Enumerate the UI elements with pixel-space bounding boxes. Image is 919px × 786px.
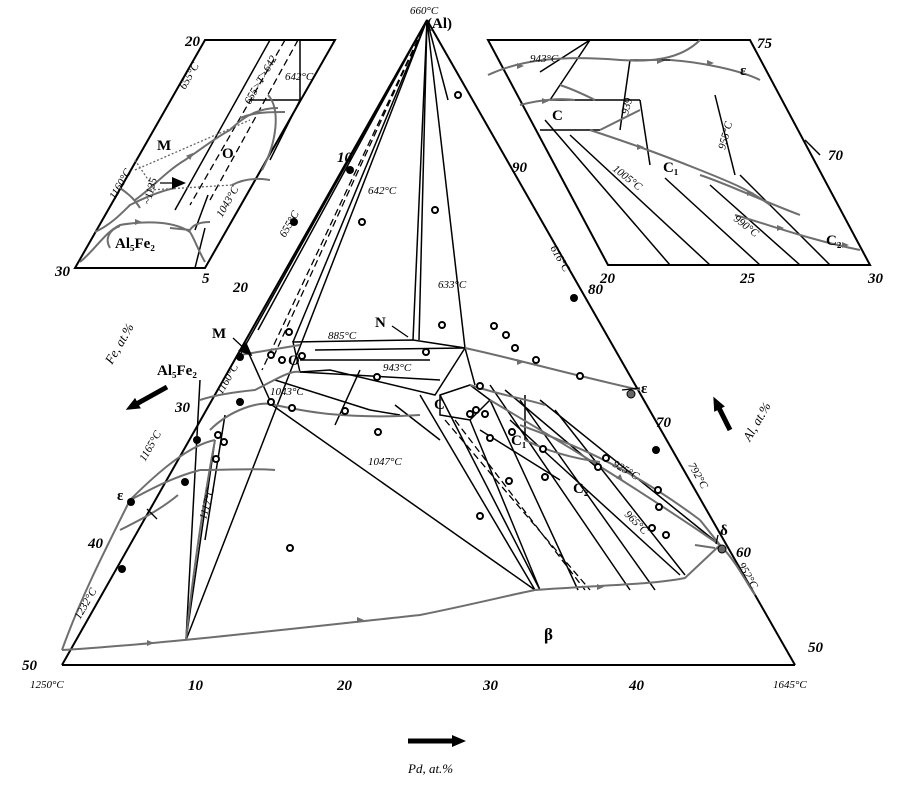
- right-inset-tick-25: 25: [739, 271, 756, 287]
- right-inset-temp-943: 943°C: [530, 53, 559, 65]
- fe-axis-ticks: 10 20 30 40 50: [22, 150, 353, 674]
- right-inset-tick-70: 70: [828, 148, 844, 164]
- al-axis-direction: Al, at.%: [713, 396, 774, 444]
- right-inset-phase-c: C: [552, 108, 563, 124]
- al5fe2-corner-temp: 1250°C: [30, 679, 64, 691]
- al-axis-label: Al, at.%: [739, 399, 774, 444]
- al-corner-lines: [239, 19, 466, 371]
- temp-655: 655°C: [277, 208, 302, 239]
- al-corner-temp: 660°C: [410, 5, 439, 17]
- temp-925: 925°C: [611, 458, 642, 483]
- monovariant-curves: [61, 344, 756, 651]
- pd-axis-direction: Pd, at.%: [407, 735, 466, 776]
- fe-tick-10: 10: [337, 150, 353, 166]
- left-inset-temp-1135: ~1135: [141, 176, 160, 206]
- temp-792: 792°C: [685, 461, 710, 492]
- right-inset-temp-939: 939: [619, 96, 635, 116]
- al-tick-70: 70: [656, 415, 672, 431]
- temp-642: 642°C: [368, 185, 397, 197]
- temp-1043: 1043°C: [270, 386, 304, 398]
- temp-1047: 1047°C: [368, 456, 402, 468]
- fe-tick-50: 50: [22, 658, 38, 674]
- phase-c: C: [434, 397, 445, 413]
- pd-tick-10: 10: [188, 678, 204, 694]
- pd-tick-20: 20: [336, 678, 353, 694]
- temp-616: 616°C: [547, 244, 572, 275]
- left-inset-temp-1043: 1043°C: [214, 184, 242, 220]
- pd-axis-label: Pd, at.%: [407, 761, 453, 776]
- left-inset-temp-642: 642°C: [285, 71, 314, 83]
- left-inset-tick-5: 5: [202, 271, 210, 287]
- main-phase-labels: M O Al₅Fe₂ N C C₁ C₂ ε ε δ β: [117, 315, 728, 644]
- right-inset-temp-955: 955°C: [716, 120, 735, 151]
- phase-m: M: [212, 326, 226, 342]
- al-axis-ticks: 90 80 70 60 50: [512, 160, 824, 656]
- phase-n: N: [375, 315, 386, 331]
- temp-952: 952°C: [735, 561, 760, 592]
- temp-1117: 1117°C: [197, 486, 217, 521]
- temp-885: 885°C: [328, 330, 357, 342]
- phase-delta: δ: [720, 523, 728, 539]
- right-inset-phase-c2: C₂: [826, 233, 842, 249]
- al-corner-label: (Al): [427, 16, 452, 32]
- right-inset-tick-30: 30: [867, 271, 884, 287]
- temp-633: 633°C: [438, 279, 467, 291]
- fe-tick-30: 30: [174, 400, 191, 416]
- phase-boundaries: [185, 339, 721, 641]
- al-tick-90: 90: [512, 160, 528, 176]
- fe-tick-40: 40: [87, 536, 104, 552]
- left-inset-tick-30: 30: [54, 264, 71, 280]
- pd-corner-temp: 1645°C: [773, 679, 807, 691]
- al-tick-80: 80: [588, 282, 604, 298]
- al-tick-50: 50: [808, 640, 824, 656]
- phase-al5fe2: Al₅Fe₂: [157, 363, 197, 379]
- right-inset-phase-epsilon: ε: [740, 63, 747, 79]
- pd-axis-ticks: 10 20 30 40: [188, 678, 645, 694]
- fe-axis-label: Fe, at.%: [101, 320, 137, 367]
- pd-tick-30: 30: [482, 678, 499, 694]
- pd-tick-40: 40: [628, 678, 645, 694]
- pd-edge: [426, 19, 796, 666]
- temp-1165: 1165°C: [137, 428, 164, 463]
- phase-beta: β: [544, 625, 553, 644]
- phase-epsilon-right: ε: [641, 381, 648, 397]
- fe-tick-20: 20: [232, 280, 249, 296]
- phase-epsilon-left: ε: [117, 488, 124, 504]
- left-inset-phase-o: O: [222, 146, 234, 162]
- left-inset-phase-al5fe2: Al₅Fe₂: [115, 236, 155, 252]
- right-inset-phase-c1: C₁: [663, 160, 678, 176]
- phase-c2: C₂: [573, 481, 589, 497]
- inner-left-edge: [185, 19, 428, 641]
- right-inset-tick-20: 20: [599, 271, 616, 287]
- left-inset: 20 30 5 655°C 655>T>642 642°C 1160°C ~11…: [54, 34, 337, 287]
- phase-o: O: [288, 353, 300, 369]
- sample-points: [118, 91, 727, 573]
- left-inset-phase-m: M: [157, 138, 171, 154]
- temp-943: 943°C: [383, 362, 412, 374]
- left-inset-temp-655: 655°C: [177, 60, 202, 91]
- al-tick-60: 60: [736, 545, 752, 561]
- left-inset-tick-20: 20: [184, 34, 201, 50]
- phase-c1: C₁: [511, 433, 526, 449]
- right-inset-tick-75: 75: [757, 36, 773, 52]
